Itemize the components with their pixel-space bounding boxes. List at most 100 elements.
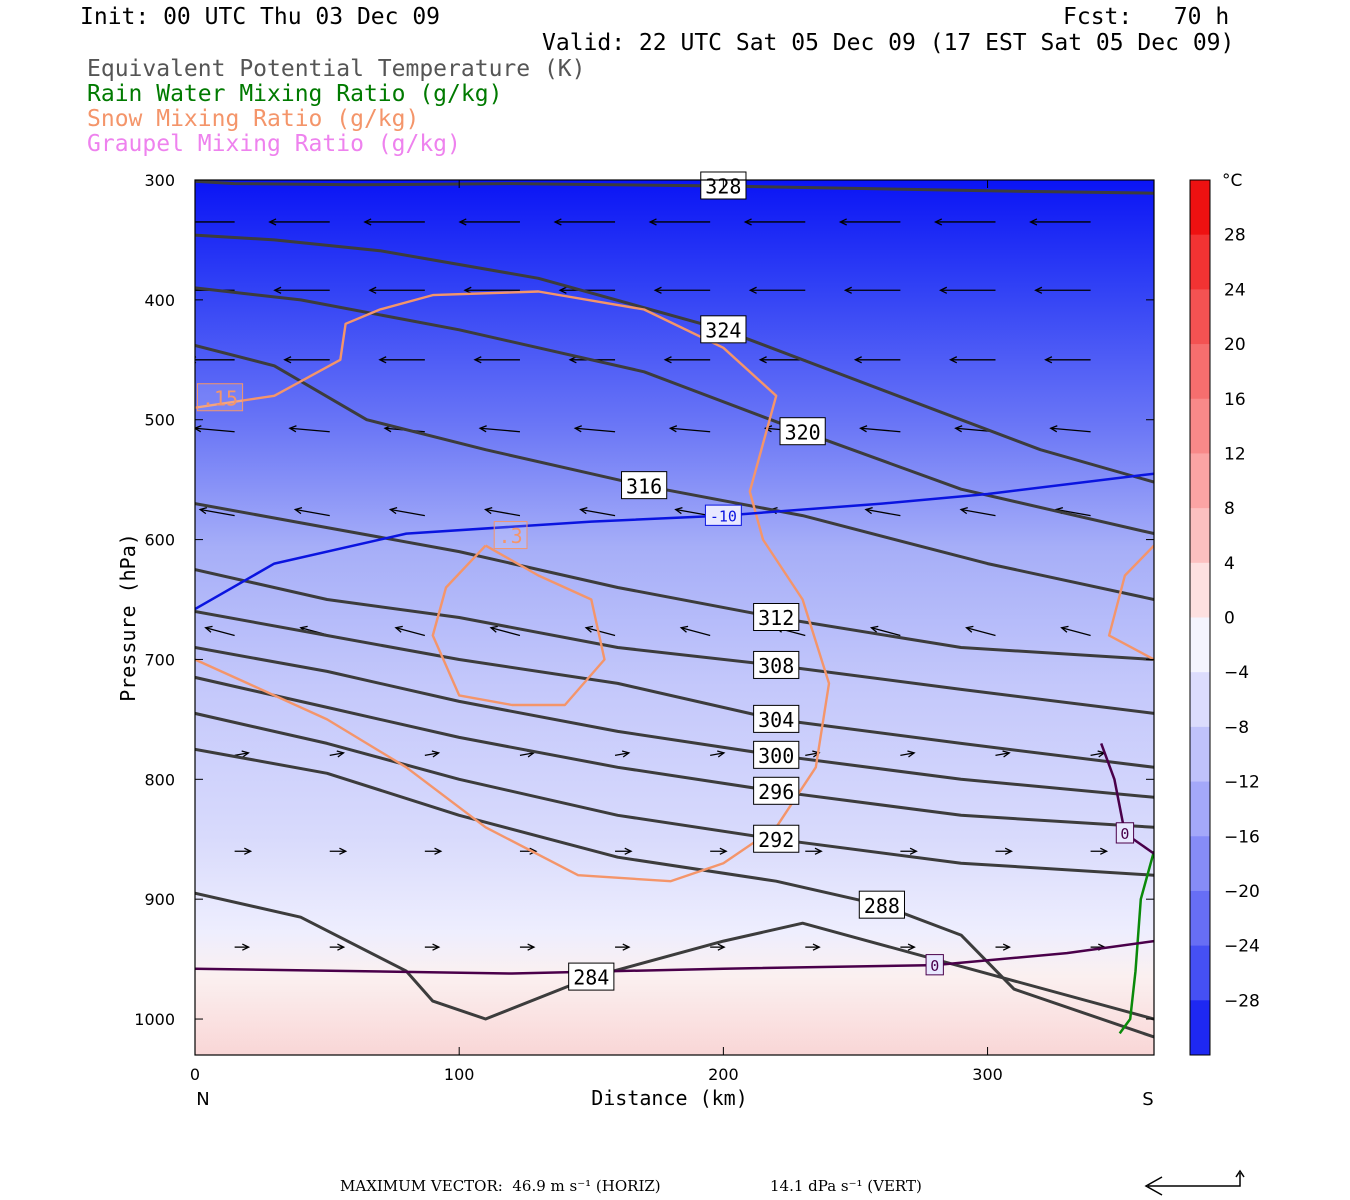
isotherm-contour (1100, 742, 1154, 855)
north-label: N (196, 1089, 209, 1110)
wind-vector (805, 943, 821, 951)
legend-snow: Snow Mixing Ratio (g/kg) (87, 106, 420, 132)
theta-e-label: 296 (753, 776, 800, 805)
colorbar-bin (1190, 726, 1210, 783)
wind-vector (579, 507, 616, 517)
wind-vector (615, 943, 631, 951)
wind-vector (710, 943, 726, 951)
temperature-shading (195, 180, 1154, 1055)
wind-vector (743, 218, 806, 226)
wind-vector (838, 218, 901, 226)
theta-e-label: 292 (753, 824, 800, 853)
wind-vector (900, 750, 916, 758)
theta-e-contour (195, 610, 1154, 769)
theta-e-contour (195, 343, 1154, 601)
wind-vector (234, 943, 251, 951)
theta-e-label: 324 (700, 315, 747, 344)
theta-e-label: 284 (568, 962, 615, 991)
wind-vector (198, 507, 235, 517)
wind-vector (869, 625, 901, 637)
colorbar-frame (1189, 179, 1211, 1056)
wind-vector (329, 943, 346, 951)
colorbar-tick-label: 8 (1224, 499, 1235, 519)
colorbar-tick-label: 20 (1224, 335, 1246, 355)
wind-vector (293, 507, 330, 517)
theta-e-label: 288 (858, 890, 905, 919)
wind-vector (458, 218, 520, 226)
colorbar-tick-label: 28 (1224, 226, 1246, 246)
svg-text:-10: -10 (710, 507, 737, 525)
south-label: S (1142, 1089, 1153, 1110)
colorbar-bin (1190, 398, 1210, 454)
theta-e-label: 312 (753, 603, 800, 631)
colorbar-bin (1190, 234, 1210, 290)
colorbar-tick-label: −16 (1224, 827, 1260, 847)
isotherm-contour (195, 939, 1154, 975)
colorbar-tick-label: −28 (1224, 991, 1260, 1011)
y-axis-label: Pressure (hPa) (116, 533, 140, 702)
wind-vector (933, 218, 996, 226)
theta-e-label: 300 (753, 740, 800, 769)
colorbar-bin (1190, 562, 1210, 618)
wind-vector (489, 625, 521, 637)
svg-text:324: 324 (705, 318, 741, 342)
wind-vector (805, 847, 823, 855)
wind-vector (204, 625, 235, 637)
colorbar-bin (1190, 836, 1210, 892)
svg-text:.15: .15 (202, 386, 238, 410)
theta-e-contour (195, 646, 1154, 799)
wind-vector (965, 625, 996, 637)
colorbar-bin (1190, 945, 1210, 1001)
wind-vector (424, 750, 441, 758)
svg-text:316: 316 (626, 474, 662, 498)
wind-vector (995, 750, 1011, 758)
colorbar-bin (1190, 289, 1210, 345)
wind-vector (959, 507, 996, 517)
wind-vector (938, 286, 996, 294)
theta-e-contour (195, 891, 1154, 1021)
isotherm-contour (195, 472, 1154, 611)
x-tick-label: 200 (708, 1065, 739, 1084)
svg-text:288: 288 (864, 894, 900, 918)
wind-vector (195, 356, 235, 364)
legend-graupel: Graupel Mixing Ratio (g/kg) (87, 131, 461, 157)
wind-vector (363, 218, 425, 226)
theta-e-contour (195, 233, 1154, 484)
wind-vector (195, 221, 235, 223)
colorbar-bin (1190, 453, 1210, 509)
wind-vector (900, 943, 916, 951)
svg-text:.3: .3 (499, 524, 523, 548)
x-axis-label: Distance (km) (591, 1086, 748, 1110)
svg-text:308: 308 (758, 654, 794, 678)
colorbar-bin (1190, 1000, 1210, 1056)
wind-vector (1029, 218, 1091, 226)
x-tick-label: 0 (190, 1065, 200, 1084)
colorbar-tick-label: 12 (1224, 444, 1246, 464)
wind-vector (268, 218, 330, 226)
wind-vector (553, 218, 616, 226)
wind-vector (573, 425, 616, 433)
wind-vector (1090, 847, 1109, 855)
theta-e-contour (195, 180, 1154, 195)
wind-vector (1044, 356, 1091, 364)
wind-vector (995, 847, 1013, 855)
colorbar-bin (1190, 781, 1210, 837)
init-time: Init: 00 UTC Thu 03 Dec 09 (80, 4, 441, 30)
colorbar-tick-label: −12 (1224, 773, 1260, 793)
wind-vector (674, 507, 711, 517)
wind-vector (843, 286, 901, 294)
colorbar-tick-label: −24 (1224, 937, 1260, 957)
colorbar-tick-label: 24 (1224, 280, 1246, 300)
wind-vector (758, 356, 806, 364)
wind-vector (394, 625, 426, 637)
max-vector-vert: 14.1 dPa s⁻¹ (VERT) (770, 1177, 922, 1195)
legend-rain-water: Rain Water Mixing Ratio (g/kg) (87, 81, 503, 107)
colorbar-tick-label: 16 (1224, 390, 1246, 410)
y-tick-label: 300 (144, 171, 175, 190)
forecast-hour: Fcst: 70 h (1063, 4, 1230, 30)
isotherm-label: 0 (925, 954, 944, 976)
wind-vector (478, 425, 521, 433)
colorbar-bin (1190, 344, 1210, 400)
snow-mixing-ratio-contour (431, 544, 606, 707)
snow-mixing-ratio-contour (195, 290, 831, 883)
